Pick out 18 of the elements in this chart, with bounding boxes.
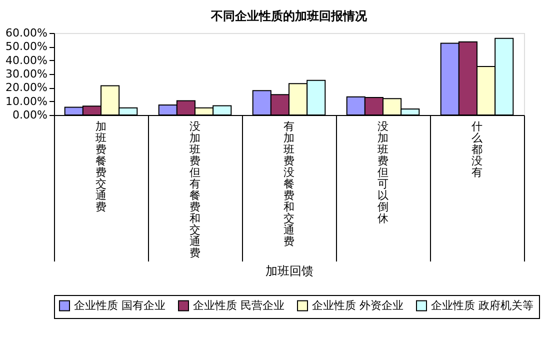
y-tick-label: 60.00% bbox=[6, 26, 48, 40]
y-tick-label: 50.00% bbox=[6, 40, 48, 54]
y-tick-label: 0.00% bbox=[12, 108, 48, 122]
y-tick-label: 20.00% bbox=[6, 81, 48, 94]
y-tick-label: 30.00% bbox=[6, 68, 48, 80]
legend-label: 企业性质 国有企业 bbox=[74, 298, 166, 312]
category-label: 有加班费没餐费和交通费 bbox=[284, 120, 294, 248]
x-tick-label: 什么都没有 bbox=[472, 120, 482, 179]
legend-label: 企业性质 外资企业 bbox=[312, 298, 404, 312]
y-tick-label: 40.00% bbox=[6, 54, 48, 67]
category-label: 没加班费但可以倒休 bbox=[378, 120, 388, 225]
x-tick-label: 加班费餐费交通费 bbox=[96, 120, 106, 214]
legend-label: 企业性质 政府机关等 bbox=[431, 298, 534, 312]
y-tick-label: 10.00% bbox=[6, 94, 48, 108]
category-label: 没加班费但有餐费和交通费 bbox=[190, 120, 200, 260]
chart-title: 不同企业性质的加班回报情况 bbox=[210, 9, 368, 23]
x-axis-title: 加班回馈 bbox=[266, 264, 314, 278]
legend-label: 企业性质 民营企业 bbox=[193, 298, 284, 312]
